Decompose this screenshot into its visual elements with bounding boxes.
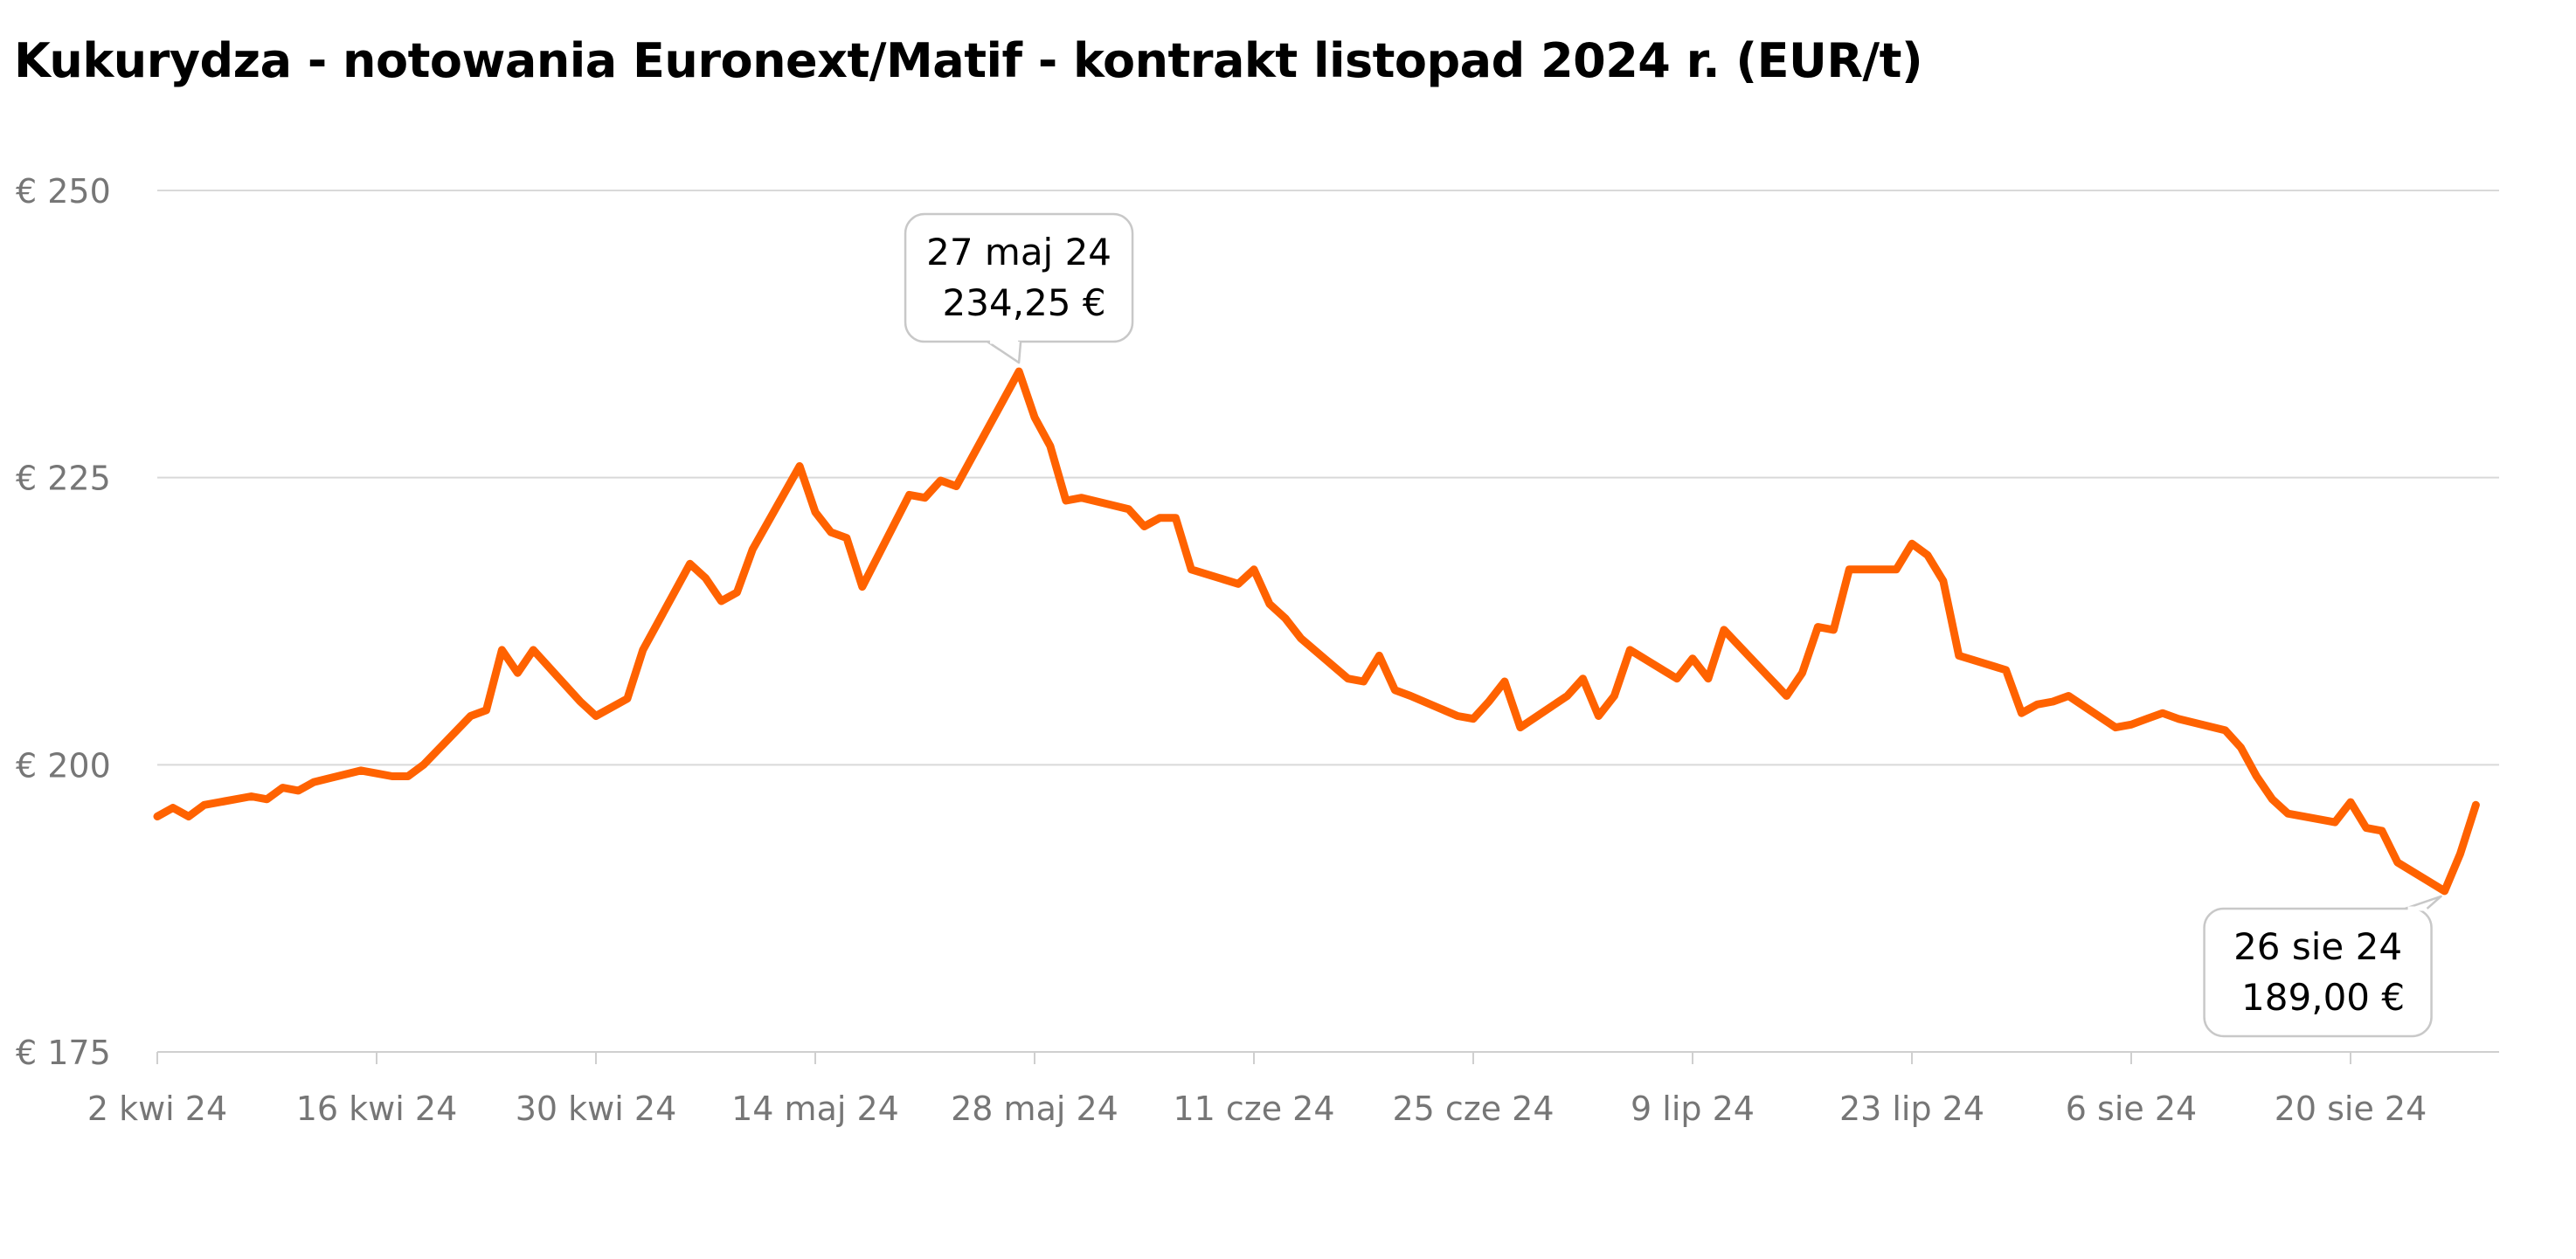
y-tick-label: € 250 bbox=[16, 172, 111, 211]
x-tick-label: 9 lip 24 bbox=[1631, 1090, 1755, 1128]
x-tick-label: 6 sie 24 bbox=[2066, 1090, 2197, 1128]
callout-date: 27 maj 24 bbox=[926, 231, 1111, 273]
x-tick-label: 14 maj 24 bbox=[731, 1090, 899, 1128]
callout: 27 maj 24 234,25 € bbox=[904, 212, 1134, 364]
callouts: 27 maj 24 234,25 € 26 sie 24 189,00 € bbox=[904, 212, 2442, 1038]
chart-title: Kukurydza - notowania Euronext/Matif - k… bbox=[14, 33, 1923, 88]
y-axis-labels: € 250 € 225 € 200 € 175 bbox=[16, 172, 111, 1072]
x-tick-label: 20 sie 24 bbox=[2275, 1090, 2427, 1128]
gridlines bbox=[157, 190, 2499, 766]
x-tick-label: 30 kwi 24 bbox=[516, 1090, 677, 1128]
callout-date: 26 sie 24 bbox=[2233, 925, 2402, 968]
x-axis-labels: 2 kwi 24 16 kwi 24 30 kwi 24 14 maj 24 28 ma… bbox=[87, 1090, 2427, 1128]
x-tick-label: 11 cze 24 bbox=[1173, 1090, 1334, 1128]
x-tick-label: 25 cze 24 bbox=[1392, 1090, 1554, 1128]
x-axis bbox=[156, 1051, 2499, 1064]
y-tick-label: € 200 bbox=[16, 746, 111, 785]
callout-pointer bbox=[2405, 895, 2442, 910]
x-tick-label: 2 kwi 24 bbox=[87, 1090, 227, 1128]
series-line bbox=[153, 367, 2480, 896]
x-tick-label: 28 maj 24 bbox=[951, 1090, 1118, 1128]
callout-value: 234,25 € bbox=[943, 281, 1106, 324]
callout: 26 sie 24 189,00 € bbox=[2203, 895, 2442, 1038]
callout-pointer bbox=[987, 341, 1022, 364]
x-tick-label: 16 kwi 24 bbox=[296, 1090, 458, 1128]
callout-value: 189,00 € bbox=[2241, 976, 2405, 1019]
series-line-group bbox=[153, 367, 2480, 896]
y-tick-label: € 175 bbox=[16, 1034, 111, 1072]
y-tick-label: € 225 bbox=[16, 460, 111, 498]
callout-box bbox=[2203, 907, 2433, 1038]
x-tick-label: 23 lip 24 bbox=[1839, 1090, 1984, 1128]
